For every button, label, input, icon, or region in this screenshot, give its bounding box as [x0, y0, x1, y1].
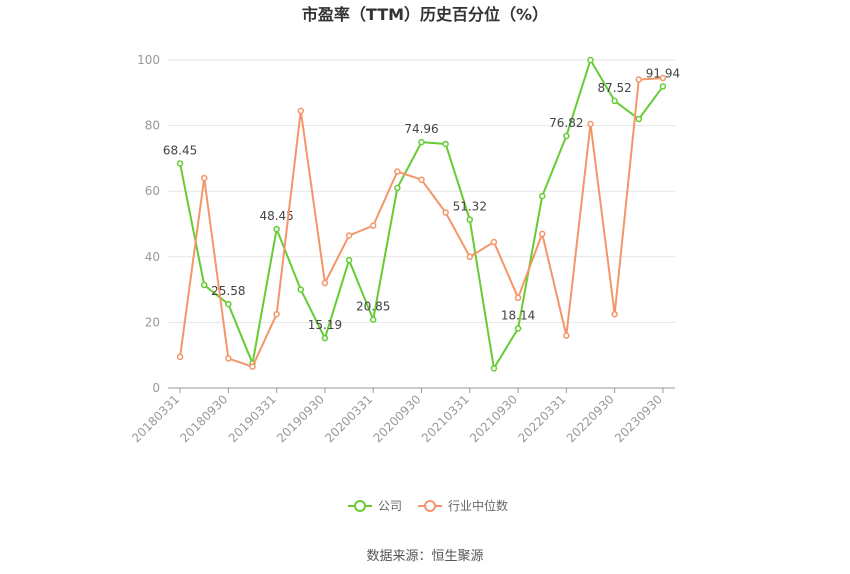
y-tick-label: 20 — [145, 315, 160, 329]
legend-label: 行业中位数 — [448, 498, 508, 513]
point — [563, 332, 570, 339]
point — [538, 192, 546, 200]
point — [635, 115, 643, 123]
y-tick-label: 40 — [145, 250, 160, 264]
x-tick-label: 20200331 — [322, 392, 375, 445]
data-label: 25.58 — [211, 284, 245, 298]
x-tick-label: 20200930 — [371, 392, 424, 445]
point — [587, 120, 594, 128]
data-label: 20.85 — [356, 300, 390, 314]
data-label: 48.45 — [259, 209, 293, 223]
point — [369, 222, 377, 229]
point — [635, 76, 643, 83]
legend-swatch — [424, 500, 436, 512]
y-tick-label: 80 — [145, 119, 160, 133]
point — [321, 279, 329, 287]
point — [225, 300, 232, 308]
point — [225, 355, 232, 362]
point — [176, 160, 184, 167]
y-tick-label: 100 — [137, 53, 160, 67]
x-tick-label: 20230930 — [612, 392, 665, 445]
point — [249, 363, 256, 370]
point — [297, 107, 305, 115]
point — [490, 365, 498, 372]
point — [659, 83, 667, 90]
x-tick-label: 20190930 — [274, 392, 327, 445]
data-label: 91.94 — [646, 66, 680, 80]
x-tick-label: 20210331 — [419, 392, 472, 445]
point — [200, 174, 208, 182]
x-tick-label: 20180331 — [129, 392, 182, 445]
point — [659, 74, 667, 82]
legend-swatch — [354, 500, 366, 512]
point — [418, 138, 425, 146]
point — [611, 97, 618, 105]
chart-title: 市盈率（TTM）历史百分位（%） — [302, 5, 548, 24]
data-label: 15.19 — [308, 318, 342, 332]
point — [394, 184, 401, 192]
x-tick-label: 20210930 — [467, 392, 520, 445]
point — [418, 176, 425, 183]
x-tick-label: 20220331 — [515, 392, 568, 445]
legend-label: 公司 — [378, 499, 402, 513]
point — [273, 225, 280, 233]
data-label: 51.32 — [453, 200, 487, 214]
point — [297, 286, 305, 293]
x-tick-label: 20190331 — [226, 392, 279, 445]
x-tick-label: 20180930 — [177, 392, 230, 445]
point — [394, 168, 401, 175]
point — [369, 316, 377, 323]
point — [514, 294, 522, 302]
point — [176, 353, 184, 361]
data-label: 76.82 — [549, 116, 583, 130]
point — [273, 310, 280, 318]
data-label: 18.14 — [501, 309, 535, 323]
data-label: 87.52 — [597, 81, 631, 95]
point — [587, 56, 594, 64]
point — [466, 216, 474, 223]
source: 数据来源：恒生聚源 — [366, 549, 483, 564]
point — [563, 132, 570, 140]
y-tick-label: 60 — [145, 184, 160, 198]
point — [514, 325, 522, 332]
point — [345, 256, 353, 264]
point — [442, 140, 449, 148]
y-tick-label: 0 — [152, 381, 160, 395]
point — [611, 310, 618, 318]
data-label: 74.96 — [404, 122, 438, 136]
point — [200, 281, 208, 289]
point — [466, 253, 474, 261]
point — [538, 230, 546, 238]
point — [321, 334, 329, 342]
x-tick-label: 20220930 — [564, 392, 617, 445]
point — [345, 232, 353, 239]
data-label: 68.45 — [163, 143, 197, 157]
point — [490, 238, 498, 246]
point — [442, 209, 449, 216]
